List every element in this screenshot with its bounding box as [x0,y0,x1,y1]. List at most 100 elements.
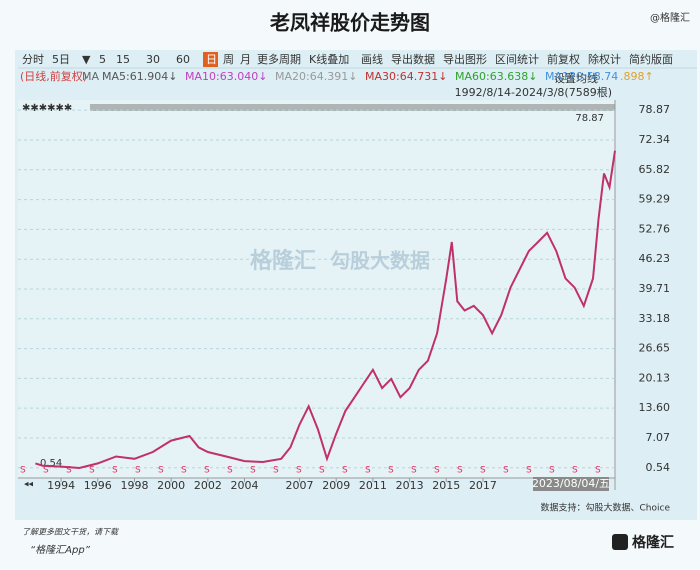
signal-marker: S [43,466,49,476]
max-label: 78.87 [575,113,604,124]
y-tick-label: 78.87 [639,103,671,116]
y-tick-label: 0.54 [646,461,671,474]
signal-marker: S [89,466,95,476]
toolbar-item[interactable]: 日 [206,53,217,66]
y-tick-label: 13.60 [639,401,671,414]
stars: ✱✱✱✱✱✱ [22,103,72,114]
signal-marker: S [20,466,26,476]
min-label: 0.54 [40,458,62,469]
scroll-left[interactable]: ◂◂ [24,480,34,490]
signal-marker: S [411,466,417,476]
x-tick-label: 1994 [47,479,75,492]
range-label: 1992/8/14-2024/3/8(7589根) [455,85,612,99]
signal-marker: S [457,466,463,476]
toolbar-item[interactable]: 画线 [361,52,383,66]
y-tick-label: 46.23 [639,252,671,265]
toolbar-item[interactable]: ▼ [82,53,91,66]
toolbar-item[interactable]: 周 [223,53,234,66]
ma-legend: MA120:58.74 [545,70,618,83]
x-tick-label: 1998 [120,479,148,492]
x-tick-label: 2015 [432,479,460,492]
signal-marker: S [250,466,256,476]
x-tick-label: 2002 [194,479,222,492]
signal-marker: S [388,466,394,476]
y-tick-label: 59.29 [639,193,671,206]
ma-setting[interactable]: 设置均线 [554,71,598,85]
y-tick-label: 72.34 [639,133,671,146]
footer-text: 了解更多图文干货，请下载 [22,528,119,537]
x-tick-label: 2004 [231,479,259,492]
brand: @格隆汇 [650,11,690,24]
x-tick-label: 2011 [359,479,387,492]
y-tick-label: 65.82 [639,163,671,176]
y-tick-label: 33.18 [639,312,671,325]
ma-legend: MA10:63.040↓ [185,70,267,83]
toolbar-item[interactable]: 月 [240,53,251,66]
footer-logo: 格隆汇 [632,534,674,551]
y-tick-label: 26.65 [639,342,671,355]
toolbar-item[interactable]: 30 [146,53,160,66]
x-tick-label: 2000 [157,479,185,492]
signal-row [90,104,615,111]
toolbar-item[interactable]: 除权计 [588,52,621,66]
ma-legend: MA20:64.391↓ [275,70,357,83]
signal-marker: S [227,466,233,476]
price-line [35,150,616,470]
y-tick-label: 52.76 [639,222,671,235]
watermark: 格隆汇 [250,248,316,274]
cursor-date-box [533,477,609,491]
signal-marker: S [181,466,187,476]
watermark: 勾股大数据 [330,249,430,273]
toolbar-item[interactable]: 导出数据 [391,52,435,66]
toolbar-item[interactable]: 导出图形 [443,52,487,66]
x-tick-label: 2009 [322,479,350,492]
y-tick-label: 20.13 [639,371,671,384]
toolbar-item[interactable]: 5日 [52,53,70,66]
signal-marker: S [526,466,532,476]
chart-title: 老凤祥股价走势图 [270,11,430,35]
y-tick-label: 39.71 [639,282,671,295]
ma-legend: MA60:63.638↓ [455,70,537,83]
signal-marker: S [595,466,601,476]
signal-marker: S [66,466,72,476]
toolbar-item[interactable]: K线叠加 [309,52,349,66]
signal-marker: S [342,466,348,476]
signal-marker: S [158,466,164,476]
source: 数据支持：勾股大数据、Choice [541,502,671,514]
signal-marker: S [319,466,325,476]
signal-marker: S [296,466,302,476]
logo-icon [612,534,628,550]
toolbar-item[interactable]: 区间统计 [495,53,539,66]
x-tick-label: 1996 [84,479,112,492]
toolbar-item[interactable]: 15 [116,53,130,66]
cursor-date: 2023/08/04/五 [532,477,610,490]
signal-marker: S [549,466,555,476]
toolbar-item[interactable]: 60 [176,53,190,66]
toolbar-item[interactable]: 前复权 [547,52,580,66]
signal-marker: S [480,466,486,476]
signal-marker: S [365,466,371,476]
signal-marker: S [572,466,578,476]
x-tick-label: 2013 [396,479,424,492]
ma-legend: MA30:64.731↓ [365,70,447,83]
ma-legend: .898↑ [620,70,654,83]
toolbar-item[interactable]: 更多周期 [257,52,301,66]
ma-legend: MA [82,70,99,83]
active-tab [203,52,218,67]
signal-marker: S [204,466,210,476]
signal-marker: S [503,466,509,476]
ma-legend: (日线,前复权) [20,69,87,83]
x-tick-label: 2017 [469,479,497,492]
signal-marker: S [273,466,279,476]
plot-area [18,100,615,478]
y-tick-label: 7.07 [646,431,671,444]
signal-marker: S [434,466,440,476]
signal-marker: S [112,466,118,476]
toolbar-item[interactable]: 分时 [22,53,44,66]
footer-app: “格隆汇App” [30,544,91,556]
toolbar-item[interactable]: 5 [99,53,106,66]
ma-legend: MA5:61.904↓ [102,70,177,83]
toolbar-item[interactable]: 简约版面 [629,52,673,66]
signal-marker: S [135,466,141,476]
